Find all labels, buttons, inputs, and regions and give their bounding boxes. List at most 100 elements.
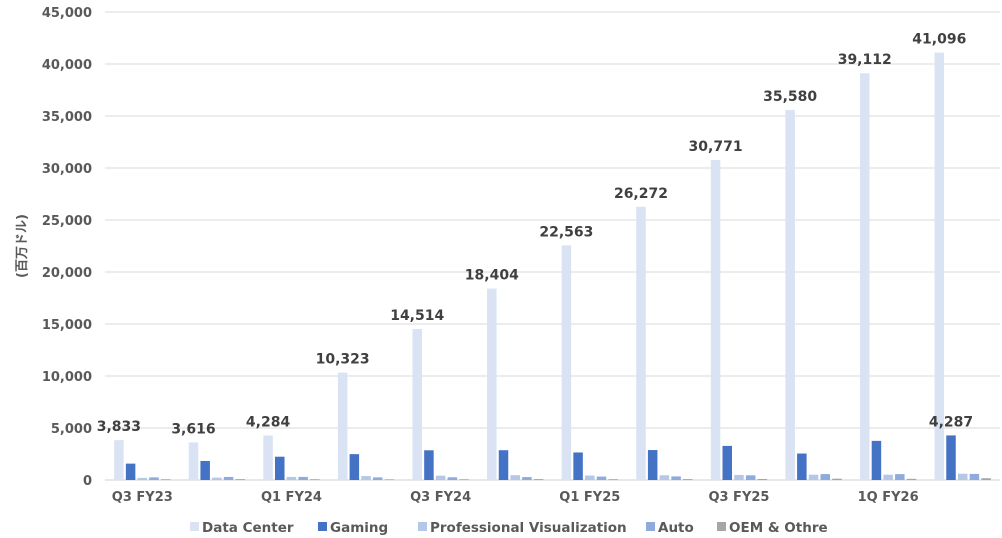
- bar-data-center: [636, 206, 646, 481]
- data-label: 14,514: [390, 308, 444, 324]
- bar-professional-visualization: [585, 475, 595, 480]
- y-tick-label: 10,000: [42, 370, 92, 385]
- bar-gaming: [871, 440, 882, 480]
- bar-professional-visualization: [957, 473, 968, 480]
- bar-auto: [671, 476, 681, 480]
- bar-data-center: [934, 52, 945, 481]
- bar-auto: [298, 476, 308, 480]
- legend-item: OEM & Othre: [717, 520, 828, 536]
- bar-auto: [149, 477, 159, 480]
- bar-oem-othre: [608, 479, 618, 480]
- y-tick-label: 30,000: [42, 162, 92, 177]
- bar-gaming: [946, 435, 956, 480]
- bar-gaming: [573, 452, 583, 480]
- y-tick-label: 20,000: [42, 266, 92, 281]
- bar-professional-visualization: [435, 475, 446, 480]
- bar-auto: [745, 475, 756, 480]
- y-tick-label: 15,000: [42, 318, 92, 333]
- bar-gaming: [424, 450, 434, 480]
- bar-oem-othre: [459, 479, 469, 480]
- bar-professional-visualization: [286, 476, 297, 480]
- legend-label: Data Center: [202, 520, 294, 536]
- bar-auto: [895, 474, 905, 480]
- y-tick-label: 5,000: [51, 422, 92, 437]
- legend-label: Gaming: [330, 520, 388, 536]
- bar-oem-othre: [235, 479, 246, 480]
- data-label: 35,580: [763, 89, 817, 105]
- bar-oem-othre: [683, 479, 693, 480]
- bar-data-center: [412, 329, 422, 480]
- bar-professional-visualization: [212, 477, 222, 480]
- x-tick-label: 1Q FY26: [858, 490, 919, 505]
- x-tick-label: Q3 FY23: [112, 490, 173, 505]
- y-tick-label: 40,000: [42, 58, 92, 73]
- bar-professional-visualization: [137, 477, 148, 480]
- bar-oem-othre: [832, 478, 842, 480]
- bar-data-center: [263, 435, 273, 480]
- x-tick-label: Q3 FY25: [708, 490, 769, 505]
- bar-oem-othre: [981, 478, 991, 480]
- bar-gaming: [125, 463, 136, 480]
- data-label: 10,323: [316, 352, 370, 368]
- x-tick-label: Q1 FY25: [559, 490, 620, 505]
- bar-gaming: [200, 460, 210, 480]
- bar-professional-visualization: [361, 476, 371, 480]
- x-tick-label: Q1 FY24: [261, 490, 322, 505]
- y-tick-label: 0: [83, 474, 92, 489]
- bar-data-center: [188, 442, 199, 480]
- data-label: 26,272: [614, 186, 668, 202]
- bar-data-center: [561, 245, 572, 480]
- bar-oem-othre: [906, 478, 917, 480]
- bar-data-center: [710, 159, 721, 480]
- bar-auto: [447, 477, 458, 480]
- bar-auto: [820, 474, 830, 480]
- x-tick-label: Q3 FY24: [410, 490, 471, 505]
- bar-gaming: [498, 450, 509, 480]
- legend-swatch: [418, 522, 427, 531]
- data-label: 39,112: [838, 52, 892, 68]
- bar-professional-visualization: [510, 475, 520, 480]
- bar-auto: [372, 477, 383, 480]
- bar-auto: [522, 477, 532, 480]
- y-tick-label: 35,000: [42, 110, 92, 125]
- bar-oem-othre: [757, 478, 768, 480]
- bar-data-center: [487, 288, 497, 480]
- y-tick-label: 25,000: [42, 214, 92, 229]
- data-label: 3,833: [97, 419, 141, 435]
- legend-swatch: [318, 522, 327, 531]
- bar-data-center: [337, 372, 348, 480]
- legend-item: Gaming: [318, 520, 388, 536]
- data-label: 4,287: [929, 414, 973, 430]
- data-label: 41,096: [912, 32, 966, 48]
- bar-oem-othre: [160, 479, 171, 480]
- bar-gaming: [647, 450, 658, 480]
- y-axis-title: (百万ドル): [15, 214, 30, 278]
- bar-gaming: [797, 453, 807, 480]
- legend-swatch: [717, 522, 726, 531]
- legend-swatch: [646, 522, 655, 531]
- legend-swatch: [190, 522, 199, 531]
- data-label: 30,771: [689, 139, 743, 155]
- legend-label: OEM & Othre: [729, 520, 828, 536]
- bar-gaming: [275, 456, 285, 480]
- bar-auto: [969, 473, 980, 480]
- legend-label: Auto: [658, 520, 694, 536]
- bar-professional-visualization: [734, 474, 744, 480]
- bar-data-center: [114, 440, 124, 480]
- legend-item: Auto: [646, 520, 694, 536]
- bar-auto: [596, 476, 607, 480]
- bar-gaming: [722, 445, 733, 480]
- data-label: 3,616: [171, 421, 215, 437]
- bar-oem-othre: [533, 479, 544, 480]
- legend-label: Professional Visualization: [430, 520, 627, 536]
- data-label: 4,284: [246, 414, 291, 430]
- bar-professional-visualization: [659, 475, 670, 480]
- bar-gaming: [349, 454, 360, 480]
- legend-item: Professional Visualization: [418, 520, 627, 536]
- bar-oem-othre: [384, 479, 395, 480]
- legend-item: Data Center: [190, 520, 294, 536]
- bar-professional-visualization: [883, 474, 893, 480]
- data-label: 22,563: [539, 224, 593, 240]
- bar-data-center: [785, 109, 795, 480]
